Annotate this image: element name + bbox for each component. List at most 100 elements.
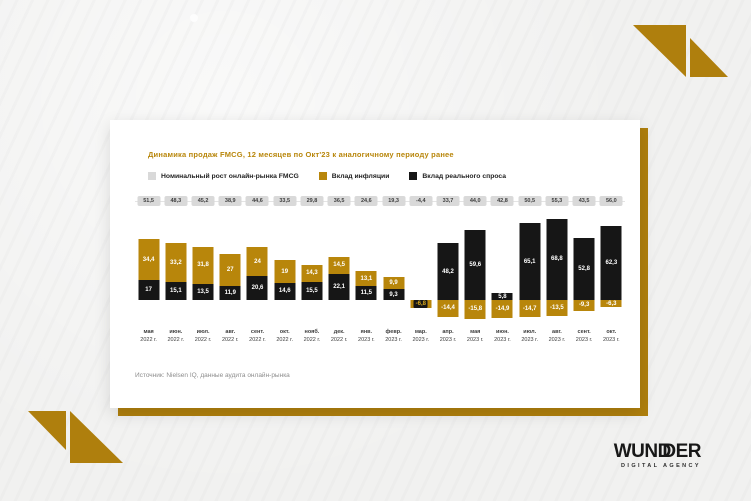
- total-badge: 33,7: [436, 196, 460, 206]
- logo-tagline: DIGITAL AGENCY: [621, 463, 701, 469]
- bar-segment-inflation: -14,7: [519, 300, 541, 318]
- bar-value-label: 22,1: [332, 283, 346, 290]
- background-dot: [190, 14, 198, 22]
- legend-item: Номинальный рост онлайн-рынка FMCG: [148, 172, 299, 180]
- bar-segment-inflation: -15,8: [464, 300, 486, 319]
- bar-segment-demand: 62,3: [600, 226, 622, 300]
- total-badge: 43,5: [572, 196, 596, 206]
- bar-value-label: 5,8: [497, 293, 508, 300]
- bar-value-label: 13,5: [196, 289, 210, 296]
- bar-segment-inflation: 24: [246, 247, 268, 276]
- bar-column: 56,0 62,3 -6,3: [598, 196, 625, 326]
- bar-segment-demand: 11,9: [219, 285, 241, 300]
- chart-legend: Номинальный рост онлайн-рынка FMCG Вклад …: [148, 172, 506, 180]
- bar-value-label: -14,4: [440, 305, 456, 312]
- bar-value-label: 68,8: [550, 256, 564, 263]
- bar-segment-demand: 15,1: [165, 282, 187, 300]
- x-axis-label: февр. 2023 г.: [385, 329, 402, 343]
- logo-wordmark: WUNDDER: [613, 441, 702, 462]
- x-axis-label: сент. 2023 г.: [575, 329, 593, 343]
- bar-value-label: 17: [144, 286, 153, 293]
- bar-segment-inflation: 14,3: [301, 264, 323, 282]
- bar-segment-inflation: 31,8: [192, 246, 214, 285]
- bar-segment-demand: 65,1: [519, 223, 541, 300]
- bar-column: 50,5 65,1 -14,7: [516, 196, 543, 326]
- bar-column: 19,3 9,9 9,3: [380, 196, 407, 326]
- x-axis-label: авг. 2023 г.: [548, 329, 566, 343]
- total-badge: 51,5: [137, 196, 161, 206]
- bar-value-label: 13,1: [359, 275, 374, 282]
- bar-value-label: -14,9: [494, 305, 511, 312]
- total-badge: 44,0: [463, 196, 487, 206]
- x-axis-label: окт. 2023 г.: [603, 329, 620, 343]
- x-axis-label: дек. 2022 г.: [330, 329, 348, 343]
- legend-swatch-icon: [318, 172, 327, 180]
- bar-value-label: 31,8: [196, 262, 210, 269]
- bar-segment-inflation: 14,5: [328, 256, 350, 274]
- bar-segment-demand: 17: [138, 279, 160, 300]
- bar-value-label: 19: [280, 268, 290, 275]
- totals-connector-line: [135, 201, 625, 202]
- x-axis-label: авг. 2022 г.: [221, 329, 239, 343]
- bar-column: 44,6 24 20,6: [244, 196, 271, 326]
- bar-segment-demand: 9,3: [383, 289, 405, 300]
- bar-value-label: 33,2: [168, 259, 183, 266]
- bar-value-label: 62,3: [604, 260, 619, 267]
- bar-column: 36,5 14,5 22,1: [326, 196, 353, 326]
- bar-value-label: 14,6: [277, 288, 292, 295]
- bar-column: 33,5 19 14,6: [271, 196, 298, 326]
- total-badge: 36,5: [327, 196, 351, 206]
- legend-label: Номинальный рост онлайн-рынка FMCG: [161, 172, 299, 180]
- bar-column: 42,8 5,8 -14,9: [489, 196, 516, 326]
- bar-column: 55,3 68,8 -13,5: [543, 196, 570, 326]
- bar-column: 38,9 27 11,9: [217, 196, 244, 326]
- bar-segment-inflation: 9,9: [383, 277, 405, 290]
- total-badge: 56,0: [599, 196, 623, 206]
- total-badge: 24,6: [354, 196, 378, 206]
- bar-segment-demand: 52,8: [573, 237, 595, 300]
- bar-value-label: 52,8: [577, 265, 591, 272]
- total-badge: 19,3: [382, 196, 406, 206]
- bar-segment-demand: 15,5: [301, 281, 323, 300]
- bar-column: 51,5 34,4 17: [135, 196, 162, 326]
- bar-value-label: -9,3: [577, 302, 591, 309]
- total-badge: 38,9: [218, 196, 242, 206]
- bar-segment-demand: 5,8: [491, 293, 513, 300]
- bar-value-label: 59,6: [468, 261, 483, 268]
- bar-value-label: 34,4: [141, 256, 156, 263]
- bar-segment-inflation: 19: [274, 260, 296, 283]
- brand-arrow-bottom-left-icon: [28, 411, 123, 463]
- bar-segment-inflation: -9,3: [573, 300, 595, 311]
- bar-column: 45,2 31,8 13,5: [189, 196, 216, 326]
- bar-value-label: -6,3: [605, 300, 618, 307]
- legend-label: Вклад реального спроса: [422, 172, 507, 180]
- x-axis: мая 2022 г. июн. 2022 г. июл. 2022 г. авг. 2022…: [135, 328, 625, 344]
- brand-arrow-top-right-icon: [633, 25, 728, 77]
- total-badge: 29,8: [300, 196, 324, 206]
- legend-label: Вклад инфляции: [331, 172, 390, 180]
- bar-value-label: 48,2: [441, 268, 455, 275]
- x-axis-label: июл. 2022 г.: [194, 329, 212, 343]
- bar-value-label: 15,5: [305, 287, 319, 294]
- bar-segment-demand: 14,6: [274, 282, 296, 300]
- bar-value-label: 20,6: [250, 284, 265, 291]
- bar-column: 33,7 48,2 -14,4: [434, 196, 461, 326]
- bar-value-label: 24: [253, 258, 262, 265]
- bar-column: 44,0 59,6 -15,8: [462, 196, 489, 326]
- x-axis-label: мая 2023 г.: [466, 329, 484, 343]
- legend-item: Вклад реального спроса: [409, 172, 506, 180]
- bar-column: 43,5 52,8 -9,3: [571, 196, 598, 326]
- bar-segment-demand: 20,6: [246, 275, 268, 300]
- bar-segment-demand: 22,1: [328, 273, 350, 300]
- bar-segment-inflation: 33,2: [165, 243, 187, 283]
- bar-segment-inflation: 27: [219, 254, 241, 286]
- x-axis-label: мая 2022 г.: [140, 329, 157, 343]
- total-badge: 44,6: [245, 196, 269, 206]
- x-axis-label: апр. 2023 г.: [439, 329, 457, 343]
- x-axis-label: июн. 2022 г.: [167, 329, 185, 343]
- bar-column: 48,3 33,2 15,1: [162, 196, 189, 326]
- bar-segment-demand: 13,5: [192, 284, 214, 300]
- bar-value-label: -15,8: [467, 306, 484, 313]
- bar-column: 29,8 14,3 15,5: [298, 196, 325, 326]
